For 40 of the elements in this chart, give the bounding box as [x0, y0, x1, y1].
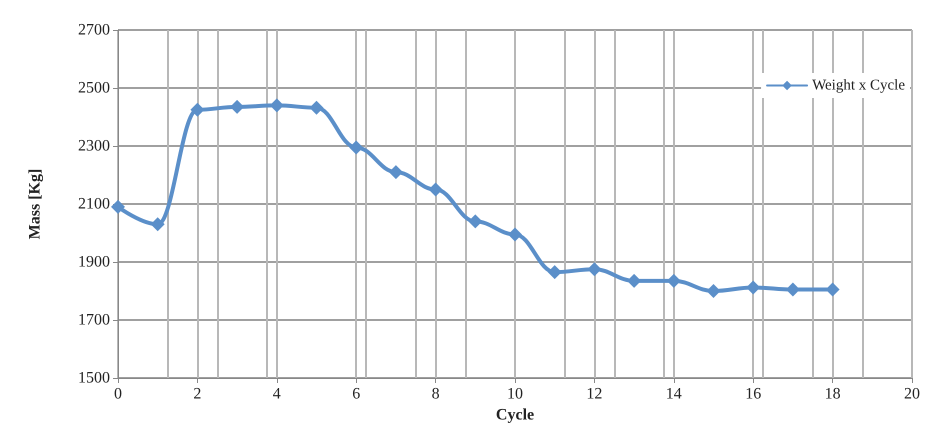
y-tick-label: 2300 [78, 138, 110, 154]
x-tick-label: 4 [272, 386, 281, 402]
x-tick-label: 12 [586, 386, 602, 402]
y-tick-label: 2100 [78, 196, 110, 212]
x-tick-label: 16 [745, 386, 762, 402]
x-tick-label: 18 [824, 386, 841, 402]
x-tick-label: 6 [352, 386, 360, 402]
x-tick-label: 14 [666, 386, 682, 402]
point [111, 200, 125, 214]
y-tick-label: 2700 [78, 22, 110, 38]
point [349, 140, 364, 154]
point [508, 227, 522, 242]
point [190, 102, 204, 117]
point [706, 284, 720, 298]
point [746, 280, 760, 295]
point [666, 274, 681, 288]
point [468, 214, 482, 228]
point [230, 100, 244, 114]
y-tick-label: 1900 [78, 254, 110, 270]
x-tick-label: 0 [114, 386, 122, 402]
y-tick-label: 1500 [78, 370, 110, 386]
point [150, 217, 165, 232]
point [270, 98, 284, 112]
x-tick-label: 2 [193, 386, 202, 402]
point [548, 265, 562, 280]
point [587, 262, 602, 276]
y-tick-label: 1700 [78, 312, 110, 328]
point [428, 182, 443, 196]
x-tick-label: 10 [507, 386, 523, 402]
point [310, 100, 324, 115]
y-axis-title: Mass [Kg] [26, 168, 44, 240]
y-tick-label: 2500 [78, 80, 110, 96]
x-tick-label: 20 [904, 386, 920, 402]
x-tick-label: 8 [432, 386, 440, 402]
point [786, 282, 800, 297]
point [627, 274, 642, 288]
x-axis-title: Cycle [496, 406, 534, 424]
point [388, 165, 403, 180]
legend-label: Weight x Cycle [812, 78, 906, 94]
point [826, 282, 840, 297]
